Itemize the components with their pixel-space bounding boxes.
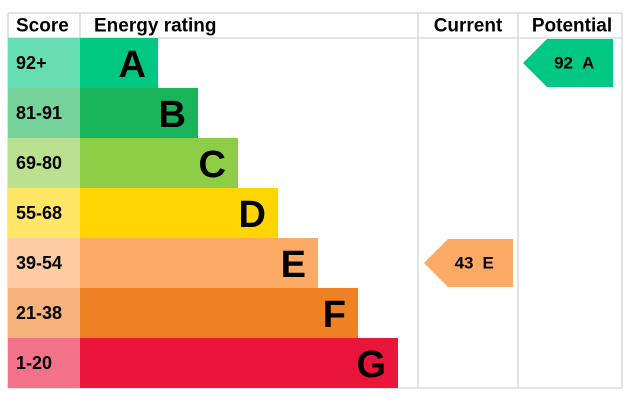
score-cell-tint bbox=[8, 188, 80, 238]
rating-bar bbox=[80, 88, 198, 138]
score-label: 81-91 bbox=[16, 103, 62, 123]
header-score: Score bbox=[16, 16, 69, 37]
rating-letter: B bbox=[159, 94, 186, 136]
score-label: 1-20 bbox=[16, 353, 52, 373]
header-rating: Energy rating bbox=[94, 16, 216, 37]
rating-letter: D bbox=[239, 194, 266, 236]
current-arrow bbox=[424, 239, 513, 287]
score-cell-tint bbox=[8, 38, 80, 88]
potential-score: 92 bbox=[554, 54, 573, 73]
rating-letter: A bbox=[119, 44, 146, 86]
rating-letter: E bbox=[281, 244, 306, 286]
score-cell-tint bbox=[8, 288, 80, 338]
score-cell bbox=[8, 138, 80, 188]
rating-bar bbox=[80, 138, 238, 188]
score-cell bbox=[8, 238, 80, 288]
score-label: 39-54 bbox=[16, 253, 62, 273]
rating-letter: C bbox=[199, 144, 226, 186]
score-cell-tint bbox=[8, 138, 80, 188]
score-cell-tint bbox=[8, 88, 80, 138]
score-label: 69-80 bbox=[16, 153, 62, 173]
score-cell bbox=[8, 188, 80, 238]
rating-letter: G bbox=[356, 344, 386, 386]
potential-letter: A bbox=[582, 54, 594, 73]
header-potential: Potential bbox=[532, 16, 612, 37]
score-label: 21-38 bbox=[16, 303, 62, 323]
score-label: 92+ bbox=[16, 53, 47, 73]
rating-bar bbox=[80, 338, 398, 388]
score-cell-tint bbox=[8, 338, 80, 388]
potential-arrow bbox=[523, 39, 613, 87]
rating-letter: F bbox=[323, 294, 346, 336]
rating-bar bbox=[80, 38, 158, 88]
score-label: 55-68 bbox=[16, 203, 62, 223]
score-cell bbox=[8, 38, 80, 88]
score-cell bbox=[8, 338, 80, 388]
score-cell bbox=[8, 88, 80, 138]
score-cell-tint bbox=[8, 238, 80, 288]
rating-bar bbox=[80, 288, 358, 338]
current-score: 43 bbox=[455, 254, 474, 273]
header-current: Current bbox=[434, 16, 503, 37]
score-cell bbox=[8, 288, 80, 338]
rating-bar bbox=[80, 188, 278, 238]
rating-bar bbox=[80, 238, 318, 288]
current-letter: E bbox=[483, 254, 494, 273]
